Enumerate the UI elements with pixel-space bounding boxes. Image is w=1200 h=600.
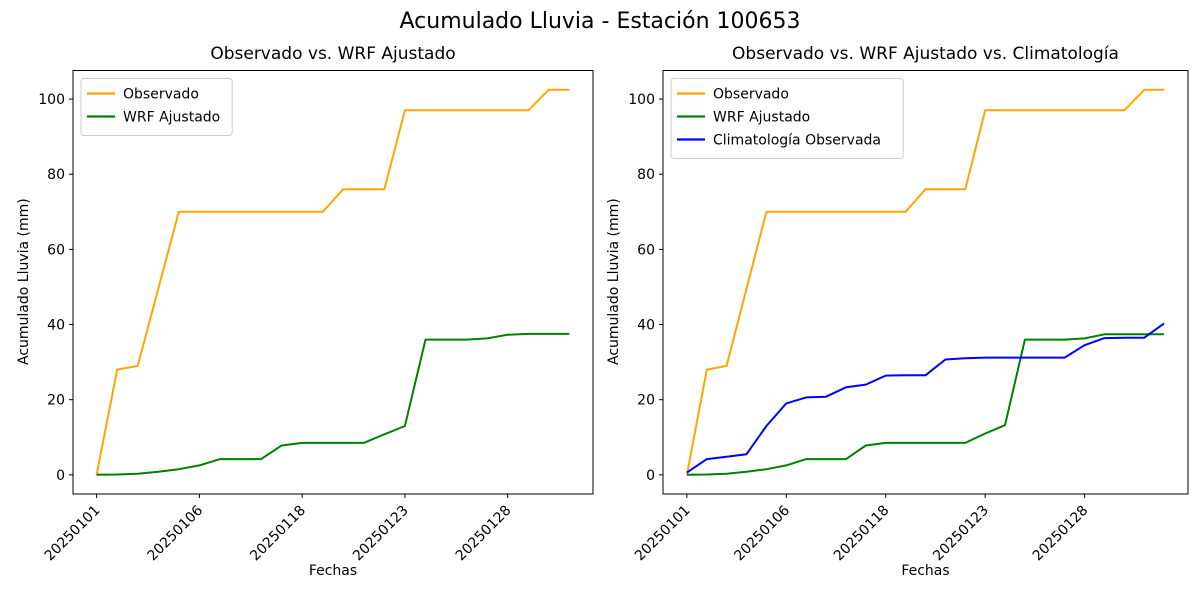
left-x-axis-label: Fechas bbox=[308, 563, 358, 579]
x-tick-label: 20250101 bbox=[42, 503, 104, 565]
y-tick-label: 100 bbox=[38, 92, 65, 108]
right-chart-title: Observado vs. WRF Ajustado vs. Climatolo… bbox=[732, 44, 1119, 64]
legend-box bbox=[80, 78, 233, 136]
figure-title: Acumulado Lluvia - Estación 100653 bbox=[399, 9, 801, 34]
x-tick-label: 20250123 bbox=[930, 503, 992, 565]
right-x-axis-label: Fechas bbox=[901, 563, 950, 579]
legend-box bbox=[670, 78, 904, 159]
y-tick-label: 0 bbox=[56, 468, 65, 484]
legend-label-wrf-ajustado: WRF Ajustado bbox=[123, 110, 220, 126]
x-tick-label: 20250106 bbox=[145, 502, 207, 564]
series-line-observado bbox=[685, 88, 1165, 475]
legend-label-observado: Observado bbox=[713, 87, 789, 103]
series-line-observado bbox=[95, 88, 570, 475]
y-tick-label: 80 bbox=[47, 167, 65, 183]
left-chart-title: Observado vs. WRF Ajustado bbox=[210, 44, 456, 64]
y-tick-label: 60 bbox=[637, 242, 655, 258]
y-tick-label: 0 bbox=[646, 468, 655, 484]
series-line-wrf-ajustado bbox=[686, 333, 1165, 476]
y-tick-label: 60 bbox=[47, 242, 65, 258]
y-tick-label: 40 bbox=[637, 318, 655, 334]
x-tick-label: 20250123 bbox=[350, 503, 412, 565]
legend-label-wrf-ajustado: WRF Ajustado bbox=[713, 110, 810, 126]
x-tick-label: 20250118 bbox=[247, 503, 309, 565]
x-tick-label: 20250118 bbox=[831, 503, 893, 565]
series-line-wrf-ajustado bbox=[96, 332, 570, 476]
y-tick-label: 20 bbox=[47, 393, 65, 409]
x-tick-label: 20250128 bbox=[1030, 503, 1092, 565]
y-tick-label: 80 bbox=[637, 167, 655, 183]
x-tick-label: 20250106 bbox=[731, 502, 793, 564]
y-tick-label: 40 bbox=[47, 318, 65, 334]
x-tick-label: 20250128 bbox=[453, 503, 515, 565]
series-line-climatologia-observada bbox=[686, 322, 1165, 474]
legend-label-observado: Observado bbox=[123, 87, 199, 103]
legend-label-climatologia-observada: Climatología Observada bbox=[713, 133, 881, 149]
y-tick-label: 20 bbox=[637, 393, 655, 409]
x-tick-label: 20250101 bbox=[632, 503, 694, 565]
y-tick-label: 100 bbox=[628, 92, 655, 108]
